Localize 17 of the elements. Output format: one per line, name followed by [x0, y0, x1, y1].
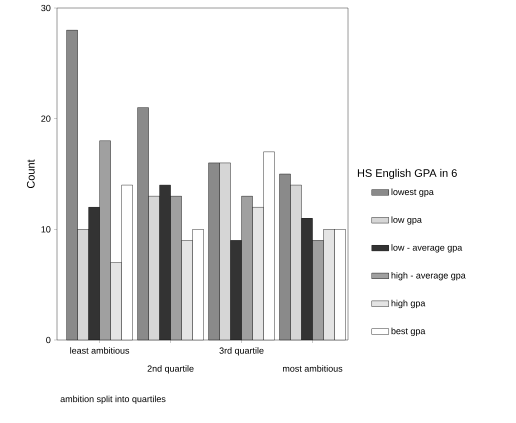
x-tick-label: 3rd quartile [219, 347, 264, 356]
x-tick-label: 2nd quartile [148, 365, 194, 374]
x-tick-label: least ambitious [70, 347, 130, 354]
y-tick-label: 30 [41, 4, 50, 12]
legend-title: HS English GPA in 6 [358, 168, 457, 180]
legend-label: high - average gpa [392, 272, 466, 280]
legend-label: high gpa [392, 300, 426, 308]
legend-label: low gpa [392, 216, 422, 225]
legend-label: lowest gpa [392, 188, 434, 197]
legend-label: best gpa [392, 328, 426, 336]
x-axis-title: ambition split into quartiles [60, 396, 166, 404]
y-tick-label: 10 [42, 226, 50, 233]
legend-label: low - average gpa [392, 244, 462, 253]
y-tick-label: 20 [41, 115, 50, 122]
y-axis-title: Count [26, 159, 35, 188]
x-tick-label: most ambitious [282, 365, 342, 372]
y-tick-label: 0 [46, 336, 50, 344]
